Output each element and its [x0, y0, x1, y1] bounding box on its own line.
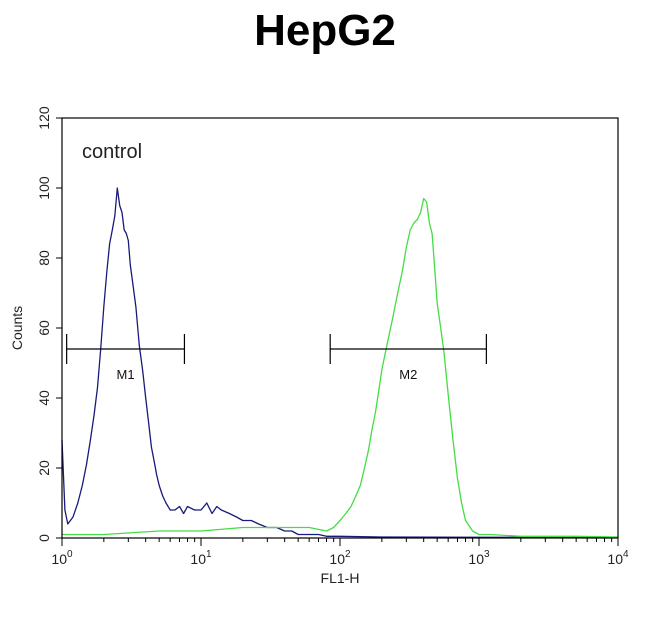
series-line-control: [61, 187, 618, 538]
y-axis-label: Counts: [9, 306, 25, 350]
axes: 0 20 40 60 80 100 120 100 101 102 103 104: [36, 106, 629, 567]
series-line-sample: [62, 197, 619, 538]
y-tick-label: 60: [36, 320, 52, 336]
x-axis-label: FL1-H: [321, 570, 360, 586]
gate-m1-label: M1: [117, 367, 135, 382]
y-tick-label: 20: [36, 460, 52, 476]
x-tick-label: 100: [51, 549, 73, 567]
gate-m2-label: M2: [399, 367, 417, 382]
x-tick-label: 102: [329, 549, 351, 567]
chart-title: HepG2: [254, 6, 396, 55]
marker-layer: M1 M2: [66, 334, 487, 382]
plot-frame: [61, 117, 619, 539]
x-tick-label: 103: [468, 549, 490, 567]
y-tick-label: 120: [36, 106, 52, 130]
x-tick-label: 101: [190, 549, 212, 567]
y-tick-label: 40: [36, 390, 52, 406]
y-tick-label: 100: [36, 176, 52, 200]
y-tick-label: 80: [36, 250, 52, 266]
series-layer: [61, 187, 619, 538]
x-tick-label: 104: [607, 549, 629, 567]
y-tick-label: 0: [36, 534, 52, 542]
control-annotation: control: [82, 141, 142, 163]
